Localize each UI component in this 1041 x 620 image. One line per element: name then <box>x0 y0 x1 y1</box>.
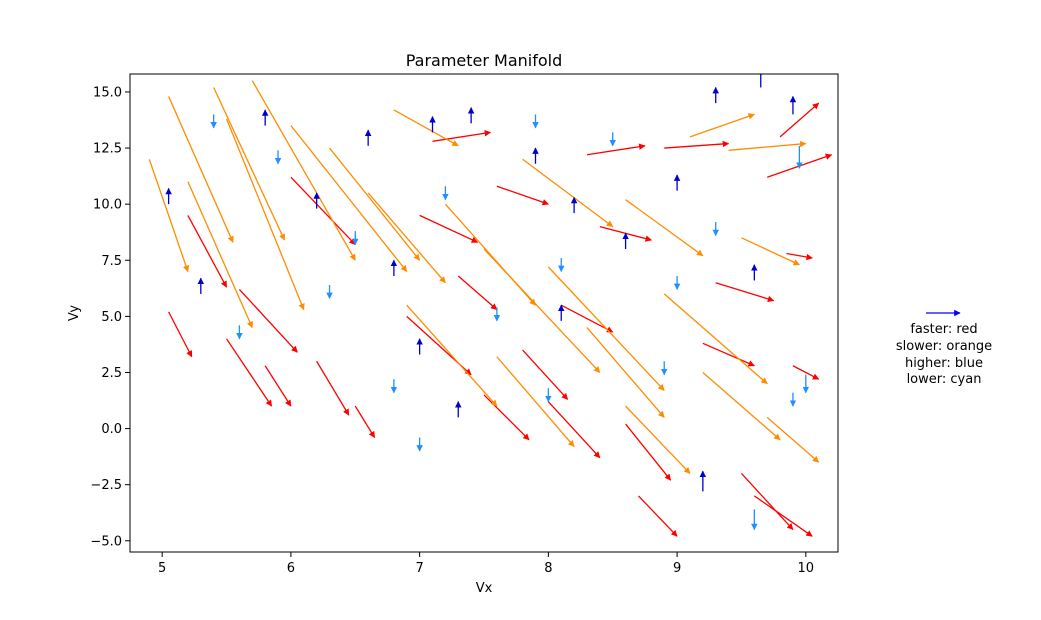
vector-arrow <box>702 342 755 367</box>
vector-arrow <box>753 495 813 537</box>
y-tick-label: 2.5 <box>101 366 122 381</box>
vector-arrow <box>547 401 601 459</box>
vector-arrow <box>251 80 356 261</box>
vector-arrow <box>522 349 569 400</box>
vector-arrow <box>586 327 665 418</box>
vector-arrow <box>187 181 253 329</box>
y-tick-label: 12.5 <box>93 142 122 157</box>
vector-arrow <box>638 495 678 537</box>
y-tick-label: 10.0 <box>93 198 122 213</box>
x-tick-label: 5 <box>158 561 166 576</box>
legend-line-slower: slower: orange <box>896 339 992 354</box>
vector-arrow <box>225 118 305 311</box>
y-tick-label: −5.0 <box>90 534 122 549</box>
legend-line-higher: higher: blue <box>905 356 983 371</box>
x-tick-label: 6 <box>287 561 295 576</box>
vector-arrow <box>547 266 665 391</box>
vector-arrow <box>741 237 800 266</box>
vector-arrow <box>522 158 614 228</box>
x-tick-label: 7 <box>415 561 423 576</box>
vector-arrow <box>290 125 408 272</box>
vector-arrow <box>702 371 781 441</box>
vector-arrow <box>226 338 273 407</box>
vector-arrow <box>432 130 492 142</box>
legend-line-faster: faster: red <box>910 322 977 337</box>
vector-arrow <box>457 275 498 311</box>
legend-line-lower: lower: cyan <box>907 372 982 387</box>
vector-arrow <box>148 159 190 273</box>
vector-arrow <box>728 140 807 151</box>
vector-arrow <box>290 176 356 246</box>
legend: faster: red slower: orange higher: blue … <box>896 309 992 387</box>
y-tick-label: 5.0 <box>101 310 122 325</box>
vector-arrow <box>496 356 575 448</box>
vector-arrow <box>740 473 794 531</box>
vector-arrow <box>168 311 193 358</box>
vector-arrow <box>625 405 691 474</box>
vector-arrow <box>419 214 479 243</box>
x-tick-label: 10 <box>798 561 815 576</box>
vector-arrow <box>663 293 768 385</box>
vector-arrow <box>367 192 446 284</box>
vector-arrow <box>792 365 820 380</box>
arrows-layer <box>148 74 833 537</box>
series-higher <box>165 74 797 492</box>
vector-arrow <box>786 252 813 261</box>
series-slower <box>148 80 820 474</box>
x-axis-label: Vx <box>476 581 493 596</box>
vector-arrow <box>689 113 755 138</box>
vector-arrow <box>715 282 775 303</box>
vector-arrow <box>187 215 228 288</box>
vector-arrow <box>406 304 498 407</box>
vector-arrow <box>168 96 234 243</box>
vector-arrow <box>625 423 672 481</box>
vector-arrow <box>664 140 730 149</box>
y-tick-label: 0.0 <box>101 422 122 437</box>
vector-arrow <box>625 199 704 257</box>
vector-arrow <box>496 185 549 206</box>
y-axis: −5.0 −2.5 0.0 2.5 5.0 7.5 10.0 12.5 15.0 <box>90 85 130 549</box>
vector-arrow <box>213 87 286 241</box>
vector-arrow <box>483 248 601 373</box>
series-lower <box>210 114 810 531</box>
vector-arrow <box>264 365 292 407</box>
x-axis: 5 6 7 8 9 10 <box>158 552 814 576</box>
y-tick-label: 7.5 <box>101 254 122 269</box>
vector-arrow <box>560 304 614 333</box>
vector-arrow <box>316 360 350 416</box>
vector-arrow <box>393 109 459 147</box>
x-tick-label: 8 <box>544 561 552 576</box>
chart-title: Parameter Manifold <box>406 51 563 70</box>
y-tick-label: −2.5 <box>90 478 122 493</box>
vector-arrow <box>483 394 530 441</box>
vector-arrow <box>766 416 820 463</box>
vector-arrow <box>329 147 421 261</box>
plot-area-frame <box>129 73 839 553</box>
y-tick-label: 15.0 <box>93 85 122 100</box>
series-faster <box>168 102 833 537</box>
vector-arrow <box>354 405 376 439</box>
vector-arrow <box>238 288 298 353</box>
vector-arrow <box>586 143 646 156</box>
x-tick-label: 9 <box>673 561 681 576</box>
y-axis-label: Vy <box>67 305 82 322</box>
vector-arrow <box>779 102 820 138</box>
